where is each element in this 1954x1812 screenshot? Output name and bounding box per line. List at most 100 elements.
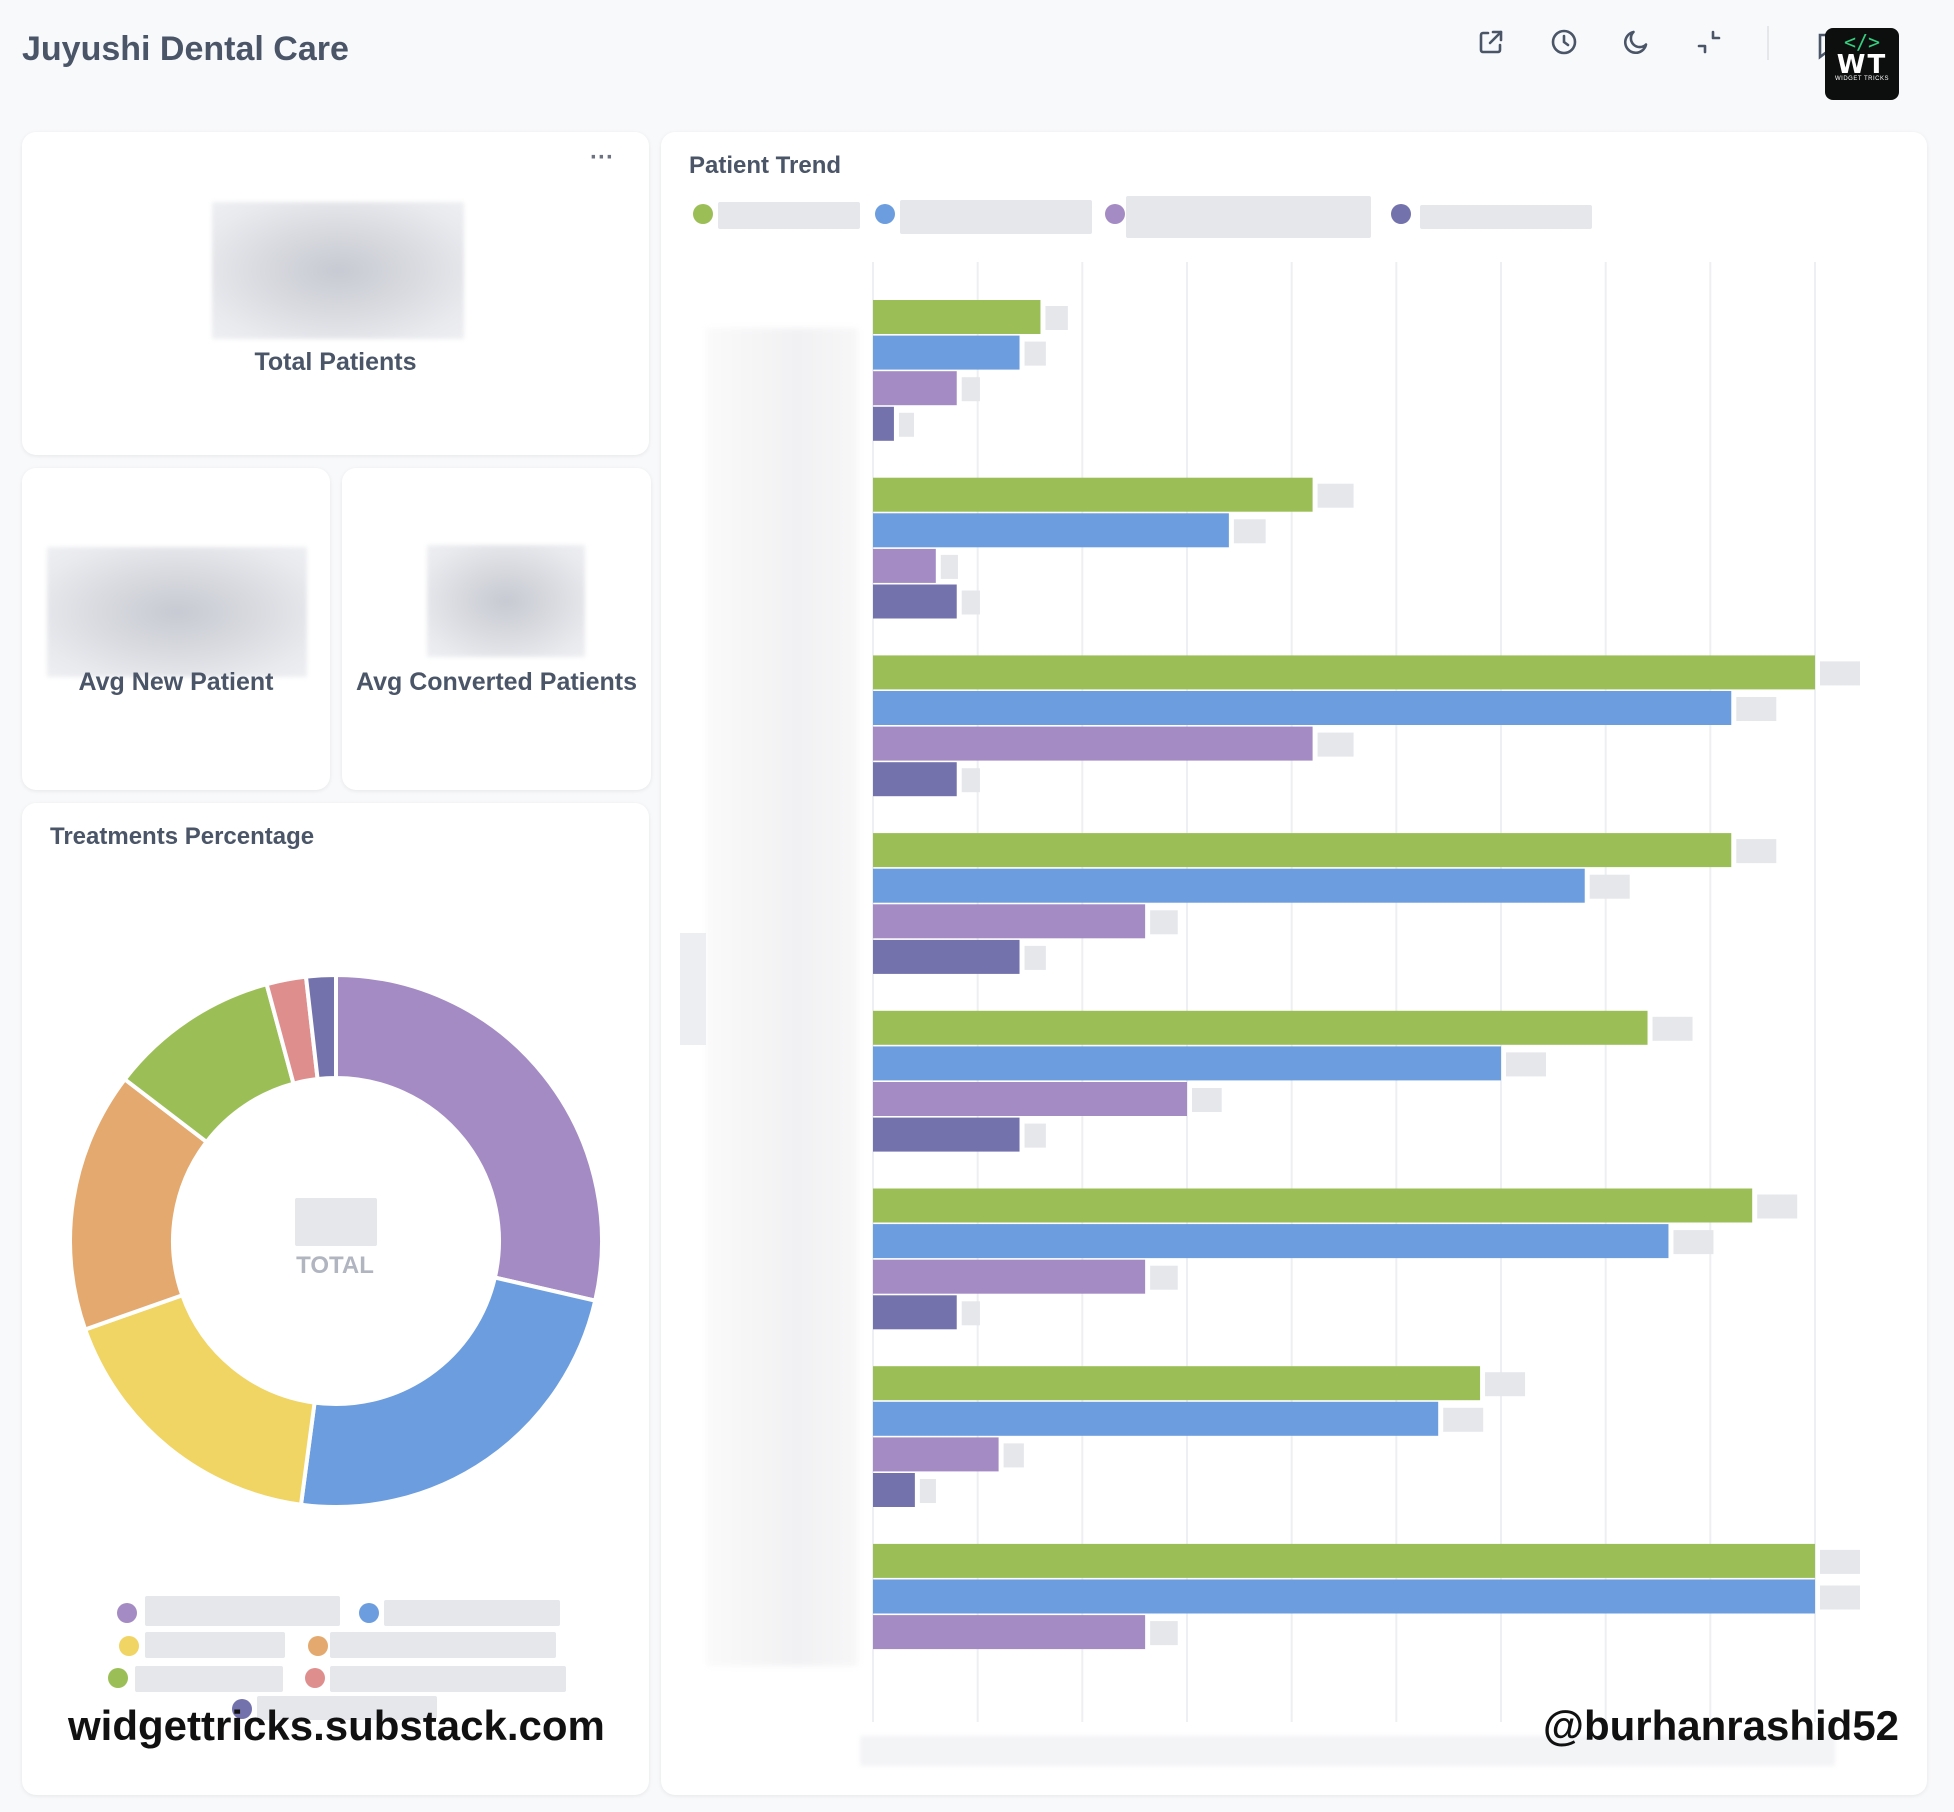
bar-group-7-series-3[interactable] <box>873 1437 999 1472</box>
legend-label-redacted <box>145 1632 285 1658</box>
bar-group-2-series-4[interactable] <box>873 584 957 619</box>
bar-group-6-series-4[interactable] <box>873 1295 957 1330</box>
page-title: Juyushi Dental Care <box>22 30 349 68</box>
bar-group-7-series-4[interactable] <box>873 1473 915 1507</box>
bar-group-4-series-3[interactable] <box>873 904 1146 939</box>
bar-group-2-series-3[interactable] <box>873 548 936 583</box>
y-axis-labels-redacted <box>706 328 858 1666</box>
widget-tricks-logo: </> WT WIDGET TRICKS <box>1825 28 1899 100</box>
bar-group-6-series-2[interactable] <box>873 1224 1669 1259</box>
bar-group-5-series-3[interactable] <box>873 1082 1187 1116</box>
bar-value-label-redacted <box>1317 483 1354 508</box>
legend-dot-blue <box>359 1603 379 1623</box>
avg-new-patient-value-redacted <box>47 547 307 677</box>
bar-group-5-series-2[interactable] <box>873 1046 1501 1081</box>
bar-value-label-redacted <box>961 377 980 402</box>
watermark-right: @burhanrashid52 <box>1543 1702 1900 1749</box>
bar-value-label-redacted <box>1045 306 1068 330</box>
bar-value-label-redacted <box>1757 1194 1798 1219</box>
bar-value-label-redacted <box>1317 732 1354 757</box>
external-link-icon[interactable] <box>1475 26 1507 58</box>
donut-slice-3[interactable] <box>82 1292 317 1507</box>
bar-value-label-redacted <box>1820 1585 1860 1610</box>
code-icon: </> <box>1843 30 1881 54</box>
bar-value-label-redacted <box>1024 341 1046 366</box>
y-axis-title-redacted <box>680 933 706 1045</box>
bar-group-1-series-1[interactable] <box>873 300 1041 334</box>
moon-icon[interactable] <box>1620 26 1652 58</box>
bar-group-5-series-1[interactable] <box>873 1010 1648 1045</box>
legend-label-redacted <box>1126 196 1371 238</box>
legend-dot-yellow <box>119 1636 139 1656</box>
legend-label-redacted <box>1420 205 1592 229</box>
watermark-left: widgettricks.substack.com <box>68 1702 605 1749</box>
total-patients-label: Total Patients <box>254 348 417 376</box>
avg-converted-patients-card: Avg Converted Patients <box>342 468 651 790</box>
bar-group-6-series-1[interactable] <box>873 1188 1753 1223</box>
bar-value-label-redacted <box>1589 874 1630 899</box>
avg-converted-patients-label: Avg Converted Patients <box>355 668 638 696</box>
clock-icon[interactable] <box>1548 26 1580 58</box>
legend-label-redacted <box>135 1666 283 1692</box>
donut-center-label: TOTAL <box>296 1252 374 1279</box>
bar-value-label-redacted <box>961 1301 980 1326</box>
legend-dot-red <box>305 1668 325 1688</box>
bar-group-1-series-3[interactable] <box>873 371 957 406</box>
donut-slice-2[interactable] <box>298 1275 598 1509</box>
bar-value-label-redacted <box>1673 1230 1714 1255</box>
bar-group-6-series-3[interactable] <box>873 1259 1146 1294</box>
bar-group-5-series-4[interactable] <box>873 1117 1020 1152</box>
bar-value-label-redacted <box>1443 1407 1484 1432</box>
treatments-title: Treatments Percentage <box>50 823 315 850</box>
bar-group-7-series-1[interactable] <box>873 1366 1481 1401</box>
bar-value-label-redacted <box>1003 1443 1024 1468</box>
bar-value-label-redacted <box>1150 1621 1178 1646</box>
legend-label-redacted <box>900 200 1092 234</box>
bar-group-3-series-3[interactable] <box>873 726 1313 761</box>
bar-value-label-redacted <box>1736 697 1777 721</box>
total-patients-value-redacted <box>212 202 464 339</box>
donut-slice-7[interactable] <box>303 972 338 1082</box>
bar-group-3-series-2[interactable] <box>873 691 1732 725</box>
bar-group-3-series-1[interactable] <box>873 655 1815 690</box>
legend-label-redacted <box>384 1600 560 1626</box>
donut-slice-1[interactable] <box>334 972 604 1304</box>
bar-group-7-series-2[interactable] <box>873 1401 1439 1436</box>
legend-dot-indigo <box>1391 204 1411 224</box>
bar-group-3-series-4[interactable] <box>873 762 957 797</box>
bar-group-4-series-1[interactable] <box>873 833 1732 868</box>
legend-dot-purple <box>1105 204 1125 224</box>
patient-trend-title: Patient Trend <box>689 152 842 179</box>
bar-value-label-redacted <box>1506 1052 1546 1077</box>
bar-group-8-series-2[interactable] <box>873 1579 1815 1614</box>
legend-dot-purple <box>117 1603 137 1623</box>
legend-dot-blue <box>875 204 895 224</box>
legend-dot-indigo <box>232 1699 252 1719</box>
bar-value-label-redacted <box>1192 1088 1222 1112</box>
legend-label-redacted <box>257 1696 437 1720</box>
bar-value-label-redacted <box>1652 1016 1693 1041</box>
more-options-icon[interactable]: ··· <box>590 144 614 171</box>
bar-value-label-redacted <box>1820 1549 1860 1574</box>
bar-group-1-series-2[interactable] <box>873 335 1020 370</box>
collapse-icon[interactable] <box>1693 26 1725 58</box>
bar-group-1-series-4[interactable] <box>873 406 894 441</box>
bar-group-4-series-4[interactable] <box>873 939 1020 974</box>
x-axis-labels-redacted <box>860 1736 1835 1766</box>
bar-group-8-series-1[interactable] <box>873 1543 1815 1578</box>
bar-group-8-series-3[interactable] <box>873 1615 1146 1650</box>
bar-group-2-series-1[interactable] <box>873 477 1313 512</box>
bar-value-label-redacted <box>1024 945 1046 970</box>
bar-value-label-redacted <box>940 554 958 579</box>
legend-dot-green <box>693 204 713 224</box>
avg-converted-value-redacted <box>427 545 585 657</box>
bar-value-label-redacted <box>1150 1265 1178 1290</box>
bar-value-label-redacted <box>1820 661 1860 686</box>
legend-dot-green <box>108 1668 128 1688</box>
bar-value-label-redacted <box>1736 839 1777 864</box>
bar-group-2-series-2[interactable] <box>873 513 1229 548</box>
bar-value-label-redacted <box>961 768 980 793</box>
bar-group-4-series-2[interactable] <box>873 868 1585 903</box>
